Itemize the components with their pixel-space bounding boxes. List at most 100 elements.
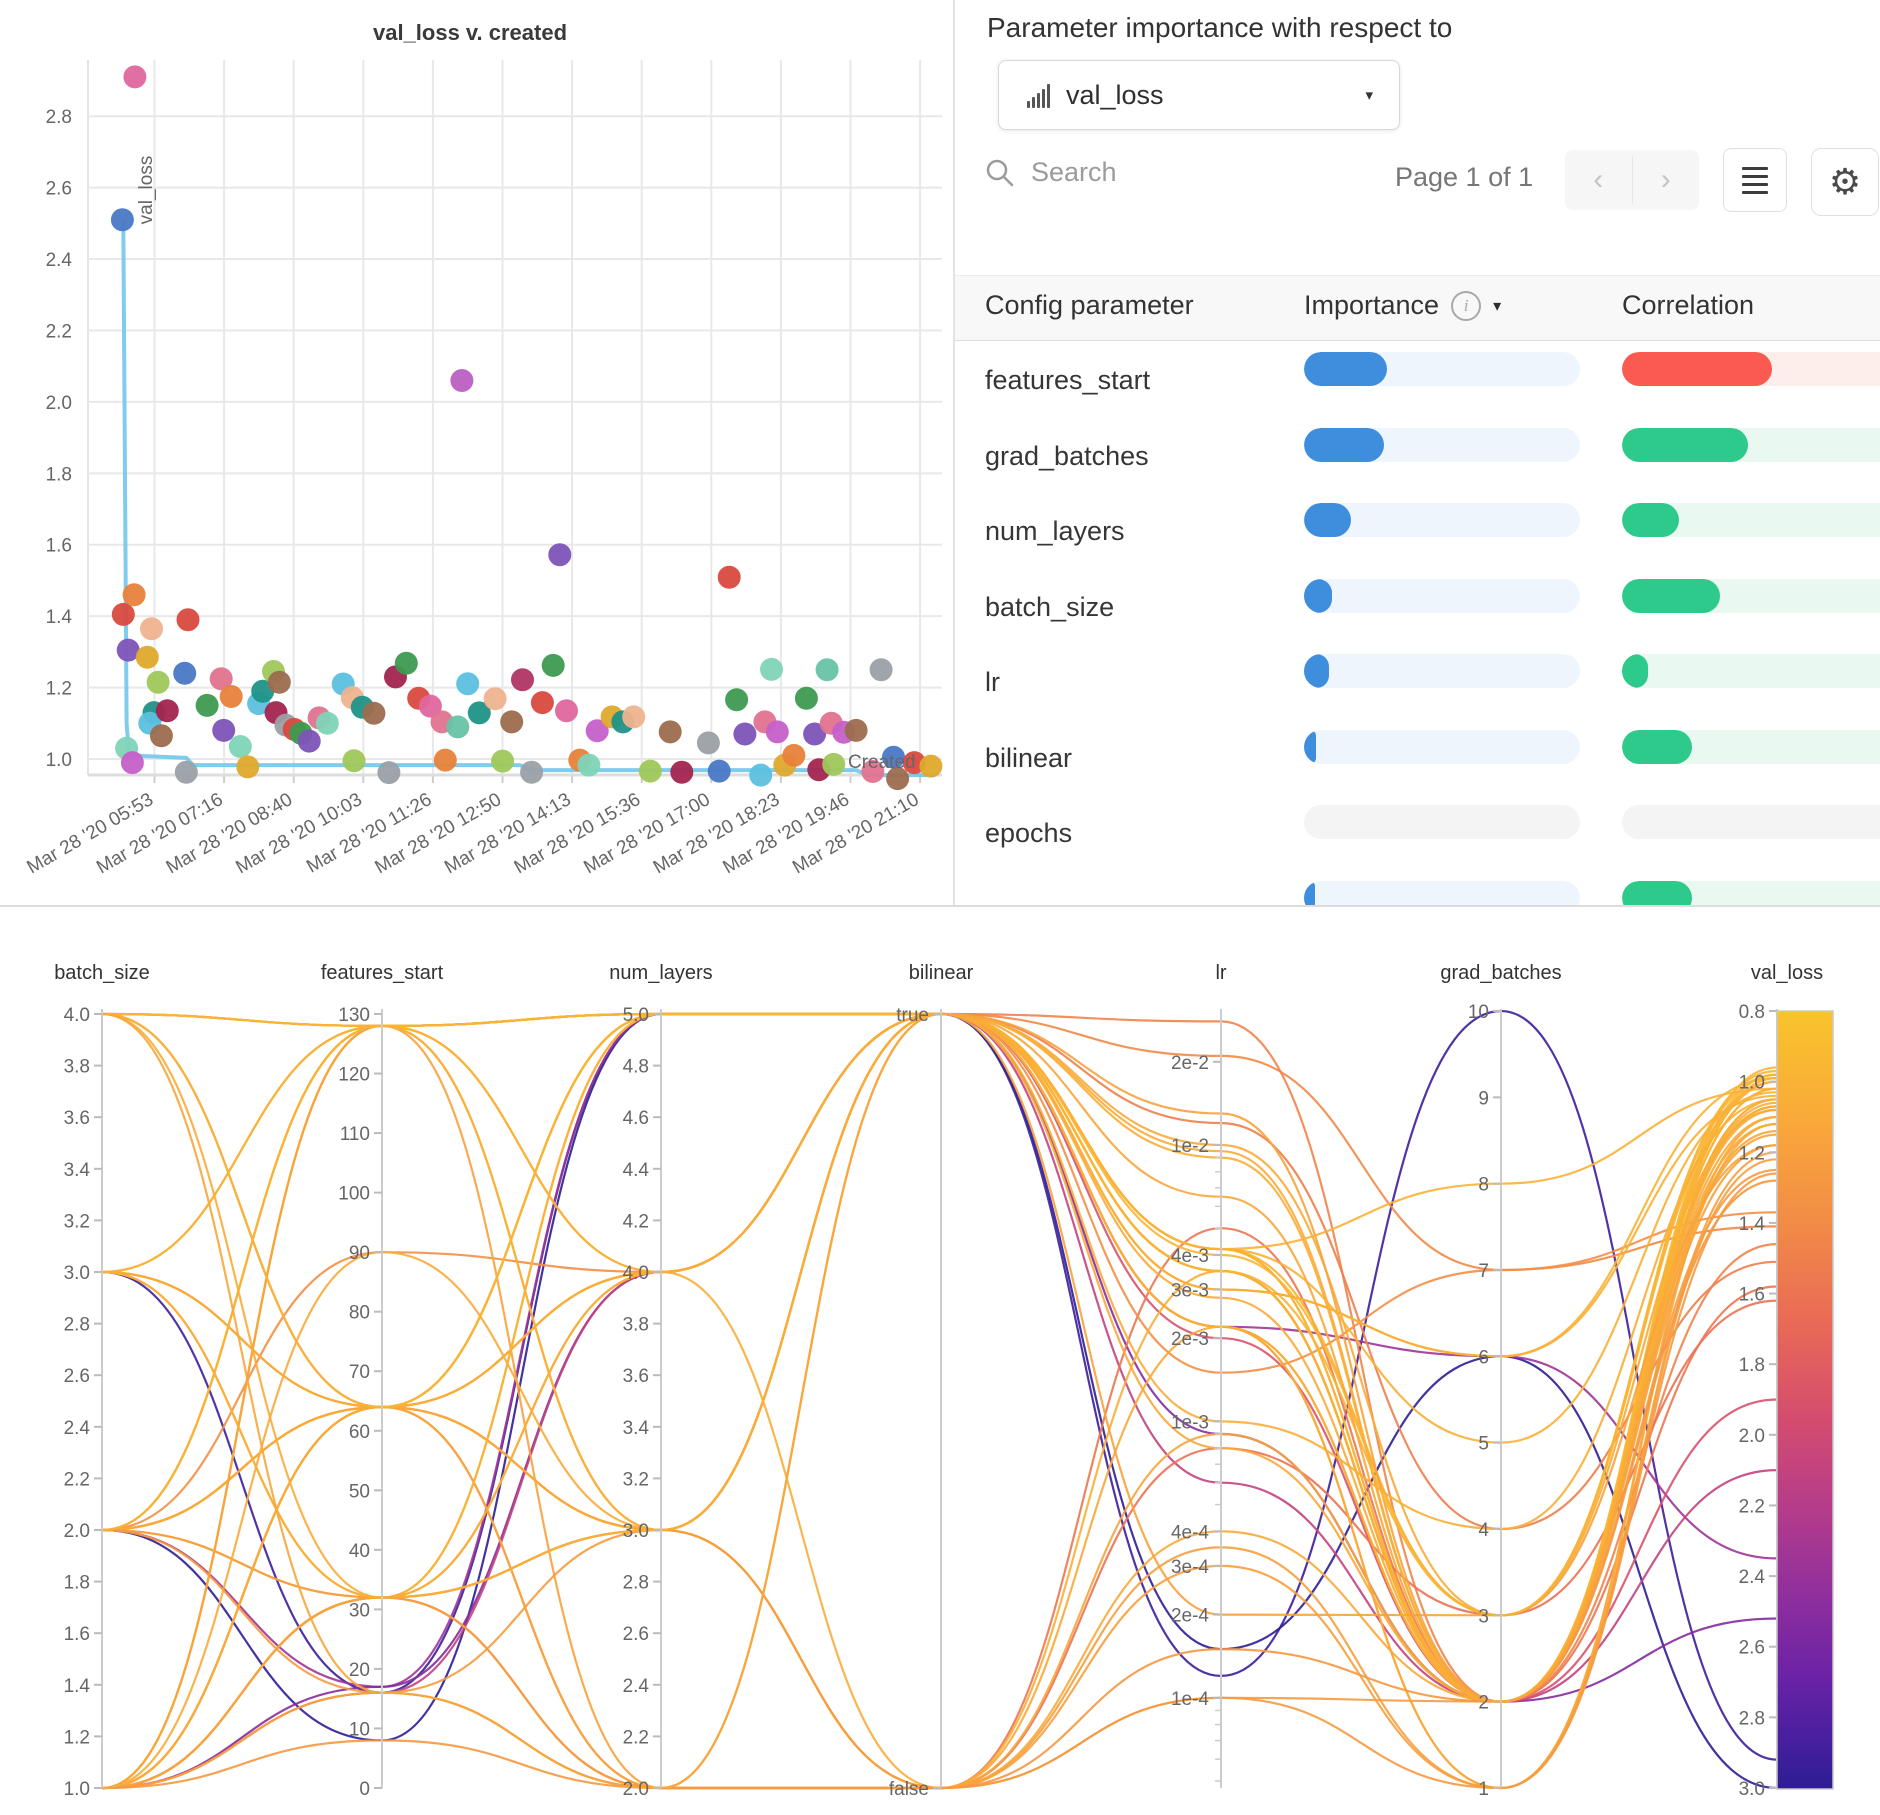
- row-options-button[interactable]: [1723, 148, 1787, 212]
- run-point[interactable]: [120, 751, 144, 775]
- table-row[interactable]: num_layers: [955, 490, 1880, 566]
- run-point[interactable]: [844, 718, 868, 742]
- run-point[interactable]: [822, 752, 846, 776]
- run-point[interactable]: [717, 565, 741, 589]
- table-row[interactable]: lr: [955, 641, 1880, 717]
- info-icon[interactable]: i: [1451, 290, 1482, 321]
- run-point[interactable]: [733, 722, 757, 746]
- run-point[interactable]: [456, 672, 480, 696]
- axis-bilinear[interactable]: bilinear true false: [889, 962, 974, 1800]
- axis-batch_size[interactable]: batch_size 4.0 3.8 3.6 3.4 3.2 3.0 2.8 2.6 2.4 2.2…: [54, 962, 150, 1800]
- run-point[interactable]: [548, 543, 572, 567]
- run-point[interactable]: [760, 657, 783, 681]
- run-point[interactable]: [433, 748, 457, 772]
- run-line[interactable]: [101, 1179, 1778, 1790]
- run-point[interactable]: [377, 761, 401, 785]
- run-point[interactable]: [122, 583, 146, 607]
- run-point[interactable]: [555, 699, 578, 723]
- run-point[interactable]: [794, 686, 818, 710]
- axis-lr[interactable]: lr 2e-2 1e-2 4e-3 3e-3 2e-3 1e-3 4e-4 3e-4 2e-4 1e…: [1171, 962, 1227, 1788]
- run-point[interactable]: [765, 720, 789, 744]
- run-point[interactable]: [173, 661, 197, 685]
- run-point[interactable]: [520, 760, 544, 784]
- run-point[interactable]: [342, 749, 366, 773]
- table-row[interactable]: epochs: [955, 792, 1880, 868]
- run-point[interactable]: [123, 65, 147, 89]
- run-point[interactable]: [541, 653, 565, 677]
- scatter-chart[interactable]: val_loss v. created val_loss 2.82.62.42.…: [0, 0, 953, 905]
- run-point[interactable]: [155, 699, 179, 723]
- run-point[interactable]: [446, 715, 470, 739]
- table-row[interactable]: features_start: [955, 339, 1880, 415]
- table-row[interactable]: grad_batches: [955, 415, 1880, 491]
- run-point[interactable]: [209, 667, 233, 691]
- run-point[interactable]: [882, 745, 905, 769]
- run-point[interactable]: [511, 668, 534, 692]
- run-point[interactable]: [467, 701, 491, 725]
- run-point[interactable]: [212, 718, 236, 742]
- run-point[interactable]: [577, 753, 601, 777]
- settings-button[interactable]: ⚙: [1811, 148, 1879, 216]
- run-point[interactable]: [110, 208, 134, 232]
- run-point[interactable]: [815, 658, 839, 682]
- run-point[interactable]: [658, 720, 682, 744]
- run-point[interactable]: [195, 693, 219, 717]
- run-point[interactable]: [886, 767, 910, 791]
- run-point[interactable]: [861, 760, 885, 783]
- search-box[interactable]: [985, 156, 1293, 189]
- run-point[interactable]: [140, 617, 163, 641]
- run-point[interactable]: [135, 645, 159, 669]
- run-point[interactable]: [146, 670, 170, 694]
- run-point[interactable]: [585, 719, 609, 743]
- run-point[interactable]: [782, 743, 806, 767]
- parallel-axes[interactable]: batch_size 4.0 3.8 3.6 3.4 3.2 3.0 2.8 2.6 2.4 2.2…: [54, 962, 1834, 1800]
- run-point[interactable]: [919, 754, 943, 778]
- run-point[interactable]: [174, 760, 198, 784]
- run-point[interactable]: [111, 602, 135, 626]
- run-point[interactable]: [228, 735, 252, 758]
- run-point[interactable]: [362, 701, 386, 725]
- run-point[interactable]: [530, 691, 554, 715]
- table-row[interactable]: batch_size: [955, 566, 1880, 642]
- next-page-button[interactable]: ›: [1633, 150, 1700, 210]
- run-point[interactable]: [394, 651, 418, 675]
- sort-caret-icon[interactable]: ▾: [1493, 297, 1502, 315]
- run-point[interactable]: [491, 749, 515, 773]
- column-header-config-parameter[interactable]: Config parameter: [985, 290, 1194, 320]
- run-point[interactable]: [500, 710, 524, 734]
- search-input[interactable]: [1029, 156, 1293, 189]
- run-point[interactable]: [149, 724, 173, 748]
- axis-num_layers[interactable]: num_layers 5.0 4.8 4.6 4.4 4.2 4.0 3.8 3.6 3.4 3.2…: [609, 962, 712, 1800]
- parallel-coordinates-chart[interactable]: batch_size 4.0 3.8 3.6 3.4 3.2 3.0 2.8 2.6 2.4 2.2…: [0, 907, 1880, 1810]
- run-point[interactable]: [670, 760, 694, 784]
- run-point[interactable]: [236, 755, 260, 779]
- run-point[interactable]: [267, 670, 291, 694]
- axis-grad_batches[interactable]: grad_batches 10 9 8 7 6 5 4 3 2 1: [1440, 962, 1561, 1800]
- run-point[interactable]: [622, 705, 646, 729]
- axis-val_loss[interactable]: val_loss 0.8 1.0 1.2 1.4 1.6 1.8 2.0 2.2 2.4 2.6 2.…: [1739, 962, 1834, 1800]
- run-point[interactable]: [707, 759, 731, 783]
- table-row[interactable]: bilinear: [955, 717, 1880, 793]
- run-point[interactable]: [725, 688, 749, 712]
- panel-divider-vertical[interactable]: [953, 0, 955, 905]
- table-row[interactable]: [955, 868, 1880, 905]
- column-header-importance[interactable]: Importance i ▾: [1304, 290, 1501, 321]
- run-point[interactable]: [418, 694, 442, 718]
- run-point[interactable]: [749, 763, 773, 787]
- section-divider-horizontal[interactable]: [0, 905, 1880, 907]
- column-header-correlation[interactable]: Correlation: [1622, 290, 1755, 320]
- run-point[interactable]: [869, 658, 893, 682]
- run-point[interactable]: [116, 638, 140, 662]
- run-point[interactable]: [176, 608, 200, 632]
- run-line[interactable]: [101, 1012, 1778, 1790]
- run-line[interactable]: [101, 1012, 1778, 1532]
- run-line[interactable]: [101, 1012, 1778, 1688]
- axis-features_start[interactable]: features_start13012011010090807060504030…: [321, 962, 444, 1800]
- run-line[interactable]: [101, 1012, 1778, 1532]
- scatter-points[interactable]: [110, 65, 943, 791]
- metric-dropdown[interactable]: val_loss ▾: [998, 60, 1400, 130]
- run-point[interactable]: [219, 685, 243, 708]
- run-point[interactable]: [297, 729, 321, 753]
- run-point[interactable]: [638, 759, 662, 783]
- run-point[interactable]: [450, 369, 474, 392]
